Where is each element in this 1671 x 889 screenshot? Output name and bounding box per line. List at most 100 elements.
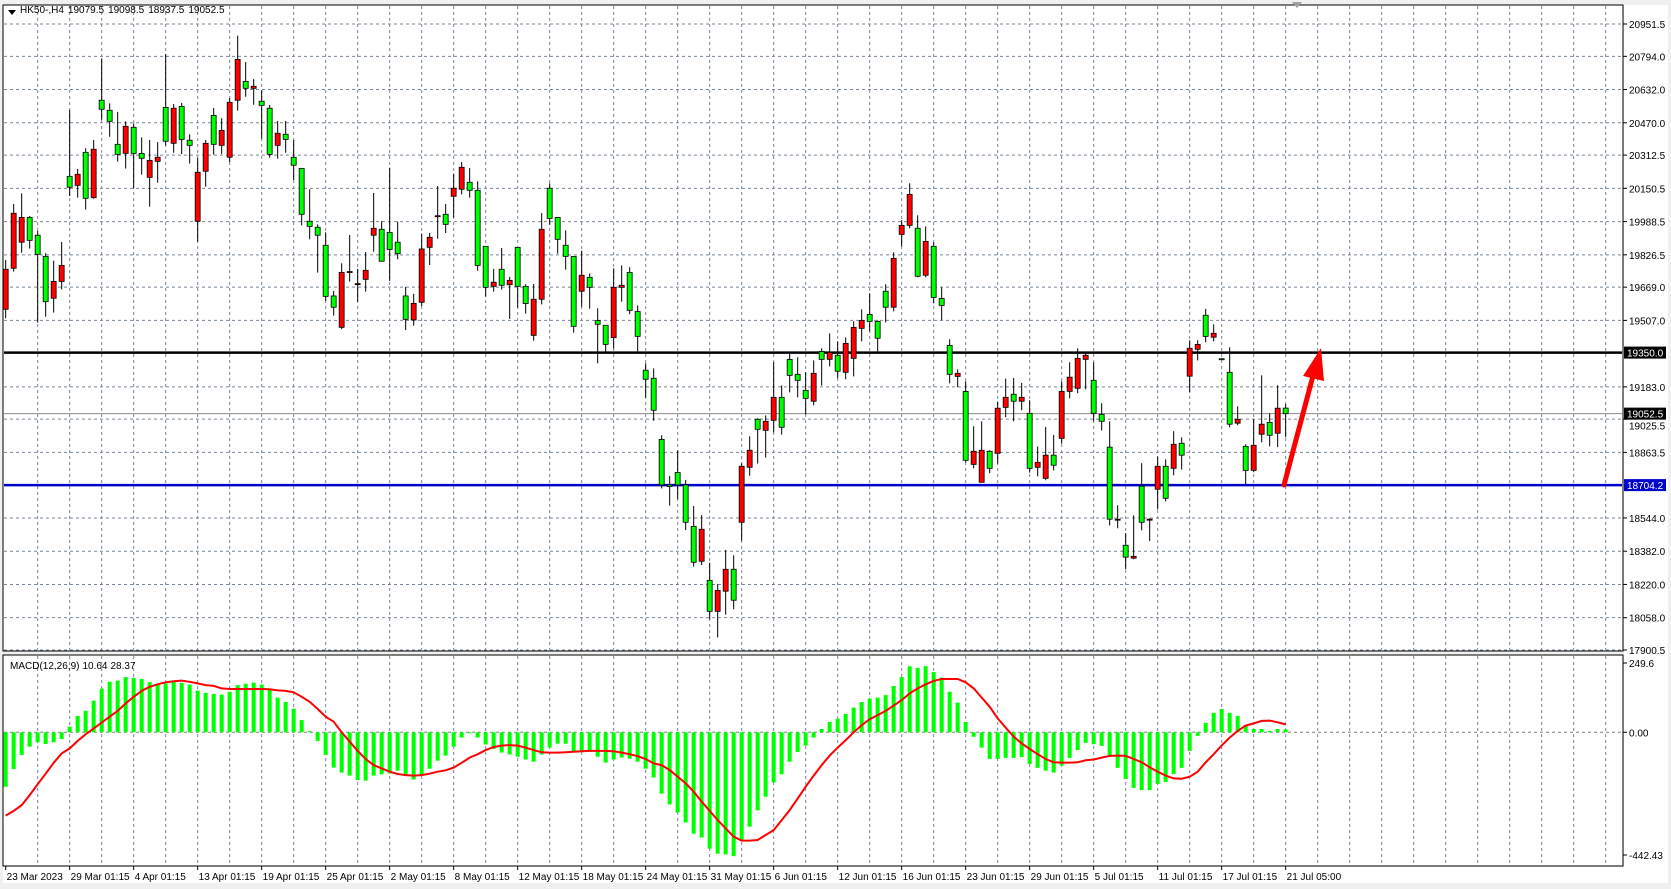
candle-body — [1010, 393, 1017, 402]
ohlc-open: 19079.5 — [67, 5, 105, 16]
time-axis-label: 6 Jun 01:15 — [775, 872, 828, 883]
macd-histogram-bar — [683, 732, 688, 823]
macd-label: MACD(12,26,9) 10.64 28.37 — [10, 661, 139, 672]
candle — [1114, 505, 1121, 529]
candle-body — [498, 268, 505, 286]
candle-body — [1018, 396, 1025, 402]
macd-histogram-bar — [491, 732, 496, 749]
macd-histogram-bar — [715, 732, 720, 854]
candle-body — [1178, 442, 1185, 456]
macd-axis-label: -442.43 — [1629, 851, 1663, 862]
candle-body — [170, 107, 177, 144]
macd-histogram-bar — [771, 732, 776, 783]
candle — [618, 265, 625, 302]
candle — [514, 246, 521, 308]
candle — [202, 140, 209, 187]
candle-body — [130, 126, 137, 154]
time-axis-label: 23 Jun 01:15 — [967, 872, 1025, 883]
candle — [426, 232, 433, 265]
macd-histogram-bar — [971, 732, 976, 737]
candle-body — [602, 324, 609, 345]
macd-histogram-bar — [787, 732, 792, 762]
candle — [234, 35, 241, 111]
candle — [554, 216, 561, 254]
candle-body — [1194, 343, 1201, 350]
ohlc-close: 19052.5 — [188, 5, 225, 16]
candle-body — [1226, 371, 1233, 425]
time-axis-area — [3, 867, 1668, 883]
macd-histogram-bar — [1107, 732, 1112, 756]
macd-histogram-bar — [315, 732, 320, 741]
chart-shift-marker-icon[interactable] — [1292, 2, 1302, 8]
candle — [1066, 362, 1073, 399]
candle — [298, 167, 305, 226]
candle — [914, 215, 921, 278]
macd-histogram-bar — [883, 695, 888, 733]
candle-body — [906, 194, 913, 226]
candle — [90, 140, 97, 199]
candle — [2, 260, 9, 319]
macd-histogram-bar — [67, 726, 72, 733]
candle — [266, 104, 273, 158]
time-axis-label: 21 Jul 05:00 — [1287, 872, 1342, 883]
macd-axis-label: 0.00 — [1629, 728, 1649, 739]
macd-histogram-bar — [1083, 732, 1088, 743]
candle-body — [682, 484, 689, 523]
candle — [1202, 308, 1209, 343]
macd-histogram-bar — [1219, 708, 1224, 733]
candle — [346, 235, 353, 282]
candle-body — [1090, 379, 1097, 414]
candle — [138, 137, 145, 175]
candle-body — [58, 264, 65, 282]
candle-body — [378, 228, 385, 262]
candle-body — [842, 342, 849, 373]
candle — [1106, 421, 1113, 526]
macd-histogram-bar — [1227, 712, 1232, 733]
macd-histogram-bar — [307, 731, 312, 733]
candle-body — [1154, 465, 1161, 490]
macd-histogram-bar — [35, 732, 40, 743]
candle — [794, 357, 801, 398]
candle-body — [994, 407, 1001, 454]
candle-body — [746, 449, 753, 468]
candle — [626, 267, 633, 315]
macd-axis-label: 249.6 — [1629, 659, 1654, 670]
macd-histogram-bar — [91, 700, 96, 733]
candle — [866, 293, 873, 332]
candle — [66, 110, 73, 197]
candle-body — [218, 129, 225, 146]
candle-body — [754, 418, 761, 430]
macd-histogram-bar — [27, 732, 32, 747]
candle-body — [466, 181, 473, 191]
macd-histogram-bar — [475, 732, 480, 738]
macd-histogram-bar — [1203, 722, 1208, 733]
candle — [762, 415, 769, 458]
candle — [1050, 434, 1057, 471]
candle-body — [1162, 465, 1169, 499]
candle — [482, 245, 489, 297]
candle-body — [778, 396, 785, 428]
candle-body — [986, 450, 993, 469]
symbol-menu-triangle-icon[interactable] — [8, 10, 16, 15]
macd-histogram-bar — [1043, 732, 1048, 771]
macd-histogram-bar — [1075, 732, 1080, 751]
price-tick-label: 20951.5 — [1629, 20, 1666, 31]
macd-signal-line — [5, 678, 1286, 842]
candle-body — [1186, 347, 1193, 377]
macd-histogram-bar — [163, 683, 168, 733]
macd-signal-value: 28.37 — [110, 661, 136, 672]
candle-body — [482, 245, 489, 288]
candle — [834, 341, 841, 379]
candle-body — [562, 244, 569, 257]
macd-histogram-bar — [443, 732, 448, 756]
candle — [58, 242, 65, 290]
symbol-timeframe: HK50-,H4 — [20, 5, 64, 16]
candle-body — [154, 156, 161, 162]
candle-body — [74, 173, 81, 186]
candle-body — [546, 187, 553, 219]
macd-histogram-bar — [571, 732, 576, 752]
macd-histogram-bar — [667, 732, 672, 805]
candle-body — [978, 449, 985, 483]
macd-histogram-bar — [1051, 732, 1056, 773]
